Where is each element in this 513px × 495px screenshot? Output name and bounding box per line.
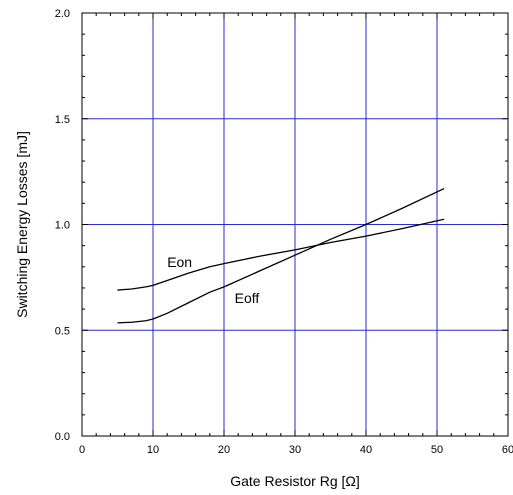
x-tick-label-0: 0 [79,444,85,456]
x-tick-label-2: 20 [218,444,230,456]
y-tick-labels: 0.0 0.5 1.0 1.5 2.0 [55,8,70,443]
axis-ticks [81,12,509,437]
x-axis-title: Gate Resistor Rg [Ω] [230,473,360,489]
annotation-eon: Eon [167,254,192,270]
series-line-eon [117,218,445,291]
y-axis-title: Switching Energy Losses [mJ] [14,131,30,318]
y-tick-label-3: 1.5 [55,114,70,126]
x-tick-labels: 0 10 20 30 40 50 60 [79,444,513,456]
data-series [117,187,445,324]
x-tick-label-5: 50 [431,444,443,456]
curve-annotations: Eon Eoff [167,254,259,306]
y-tick-label-2: 1.0 [55,220,70,232]
series-line-eoff [117,187,445,324]
grid-lines [82,13,508,436]
x-tick-label-3: 30 [289,444,301,456]
y-tick-label-4: 2.0 [55,8,70,20]
x-tick-label-4: 40 [360,444,372,456]
y-tick-label-0: 0.0 [55,431,70,443]
annotation-eoff: Eoff [235,290,260,306]
x-tick-label-6: 60 [502,444,513,456]
y-tick-label-1: 0.5 [55,325,70,337]
x-tick-label-1: 10 [147,444,159,456]
